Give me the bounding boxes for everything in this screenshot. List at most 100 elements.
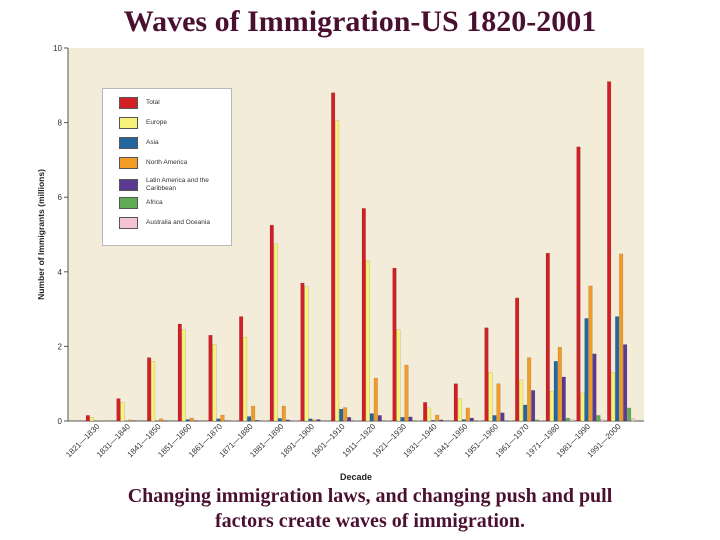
x-axis-label: Decade	[340, 472, 372, 482]
immigration-chart: 0 2 4 6 8 10 Number of Immigrants (millions) 18…	[30, 40, 650, 485]
bar-latin-america-and-the-caribbean	[500, 412, 505, 422]
bar-latin-america-and-the-caribbean	[255, 420, 260, 422]
bar-latin-america-and-the-caribbean	[285, 419, 290, 422]
legend-swatch	[119, 157, 138, 169]
bar-total	[423, 402, 428, 422]
bar-total	[607, 81, 612, 422]
bar-north-america	[343, 407, 348, 422]
bar-europe	[243, 336, 248, 422]
bar-africa	[535, 419, 540, 422]
bar-latin-america-and-the-caribbean	[561, 376, 566, 422]
bar-europe	[519, 379, 524, 422]
bar-australia-and-oceania	[631, 418, 636, 422]
y-tick-label: 8	[58, 119, 63, 128]
bar-latin-america-and-the-caribbean	[592, 353, 597, 422]
bar-asia	[461, 419, 466, 422]
bar-north-america	[128, 419, 133, 422]
bar-north-america	[373, 377, 378, 422]
y-axis-label: Number of Immigrants (millions)	[36, 169, 46, 300]
chart-legend: Total Europe Asia North America Latin Americ…	[102, 88, 232, 246]
bar-europe	[488, 372, 493, 422]
bar-europe	[151, 361, 156, 422]
bar-australia-and-oceania	[600, 419, 605, 422]
y-tick-label: 6	[58, 193, 63, 202]
bar-north-america	[619, 253, 624, 422]
y-tick-label: 10	[53, 44, 62, 53]
legend-item: Australia and Oceania	[119, 217, 226, 229]
legend-label: Asia	[146, 139, 159, 146]
bar-africa	[627, 407, 632, 422]
bar-europe	[427, 407, 432, 422]
bar-total	[453, 383, 458, 422]
bar-europe	[273, 243, 278, 422]
slide-title: Waves of Immigration-US 1820-2001	[123, 5, 597, 38]
bar-asia	[584, 318, 589, 422]
bar-europe	[365, 260, 370, 422]
bar-australia-and-oceania	[539, 420, 544, 422]
bar-africa	[596, 415, 601, 422]
bar-europe	[181, 329, 186, 422]
bar-latin-america-and-the-caribbean	[347, 417, 352, 422]
legend-swatch	[119, 179, 138, 191]
bar-total	[331, 92, 336, 422]
y-tick-label: 2	[58, 342, 63, 351]
bar-total	[239, 316, 244, 422]
legend-label: Latin America and the Caribbean	[146, 177, 209, 192]
bar-asia	[277, 418, 282, 422]
x-tick-label: 1991—2000	[586, 422, 624, 460]
bar-total	[208, 335, 213, 422]
bar-north-america	[435, 414, 440, 422]
bar-north-america	[527, 357, 532, 422]
bar-total	[177, 323, 182, 422]
bar-europe	[549, 390, 554, 422]
y-tick-label: 0	[58, 417, 63, 426]
bar-europe	[580, 392, 585, 422]
bar-north-america	[159, 418, 164, 422]
bar-latin-america-and-the-caribbean	[439, 419, 444, 422]
bar-asia	[308, 418, 313, 422]
bar-asia	[369, 413, 374, 422]
bar-latin-america-and-the-caribbean	[531, 390, 536, 422]
bar-north-america	[404, 364, 409, 422]
bar-europe	[611, 372, 616, 422]
legend-label: Africa	[146, 199, 163, 206]
legend-swatch	[119, 217, 138, 229]
bar-latin-america-and-the-caribbean	[316, 419, 321, 422]
bar-north-america	[189, 417, 194, 422]
bar-latin-america-and-the-caribbean	[623, 344, 628, 422]
bar-north-america	[465, 407, 470, 422]
legend-label: Total	[146, 99, 160, 106]
bar-north-america	[588, 285, 593, 422]
bar-north-america	[281, 405, 286, 422]
bar-north-america	[496, 383, 501, 422]
legend-item: Asia	[119, 137, 226, 149]
bar-latin-america-and-the-caribbean	[469, 417, 474, 422]
bar-africa	[565, 417, 570, 422]
bar-latin-america-and-the-caribbean	[408, 416, 413, 422]
bar-europe	[457, 398, 462, 422]
bar-asia	[431, 420, 436, 422]
bar-asia	[247, 416, 252, 422]
bar-total	[515, 297, 520, 422]
bar-north-america	[312, 419, 317, 422]
bar-total	[545, 252, 550, 422]
bar-europe	[212, 344, 217, 422]
legend-item: Latin America and the Caribbean	[119, 177, 226, 193]
legend-swatch	[119, 117, 138, 129]
bar-asia	[615, 316, 620, 422]
bar-total	[361, 208, 366, 422]
bar-europe	[304, 286, 309, 422]
bar-total	[392, 267, 397, 422]
legend-item: North America	[119, 157, 226, 169]
bar-total	[85, 415, 90, 422]
bar-asia	[339, 408, 344, 422]
bar-asia	[523, 404, 528, 422]
bar-europe	[335, 120, 340, 422]
legend-swatch	[119, 97, 138, 109]
caption-line-1: Changing immigration laws, and changing …	[127, 485, 613, 507]
bar-north-america	[251, 405, 256, 422]
bar-total	[300, 282, 305, 422]
y-tick-label: 4	[58, 268, 63, 277]
bar-north-america	[220, 414, 225, 422]
bar-asia	[492, 415, 497, 422]
